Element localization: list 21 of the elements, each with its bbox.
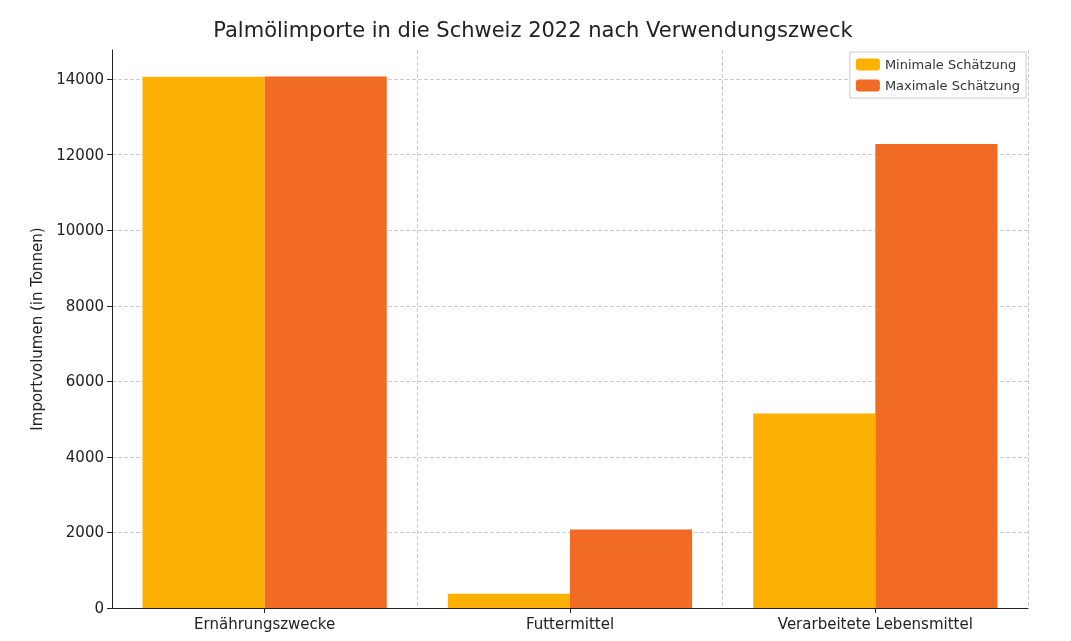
y-tick-label: 6000 bbox=[65, 372, 104, 391]
y-tick-label: 10000 bbox=[56, 221, 104, 240]
y-tick-label: 12000 bbox=[56, 145, 104, 164]
x-tick-label: Verarbeitete Lebensmittel bbox=[777, 614, 973, 633]
bar bbox=[570, 529, 693, 608]
y-tick-label: 14000 bbox=[56, 70, 104, 89]
chart-title: Palmölimporte in die Schweiz 2022 nach Verwendungszweck bbox=[213, 17, 854, 42]
x-tick-label: Futtermittel bbox=[525, 614, 615, 633]
legend-label: Maximale Schätzung bbox=[884, 78, 1021, 93]
bar bbox=[875, 144, 998, 608]
legend-label: Minimale Schätzung bbox=[884, 57, 1017, 72]
y-tick-label: 8000 bbox=[65, 296, 104, 315]
y-axis-title: Importvolumen (in Tonnen) bbox=[27, 227, 46, 431]
bar bbox=[753, 413, 876, 608]
y-tick-label: 2000 bbox=[65, 523, 104, 542]
x-tick-label: Ernährungszwecke bbox=[194, 614, 336, 633]
bar bbox=[142, 76, 265, 608]
y-tick-label: 4000 bbox=[65, 447, 104, 466]
bar bbox=[264, 76, 387, 608]
bar bbox=[447, 593, 570, 608]
y-tick-label: 0 bbox=[94, 599, 104, 617]
